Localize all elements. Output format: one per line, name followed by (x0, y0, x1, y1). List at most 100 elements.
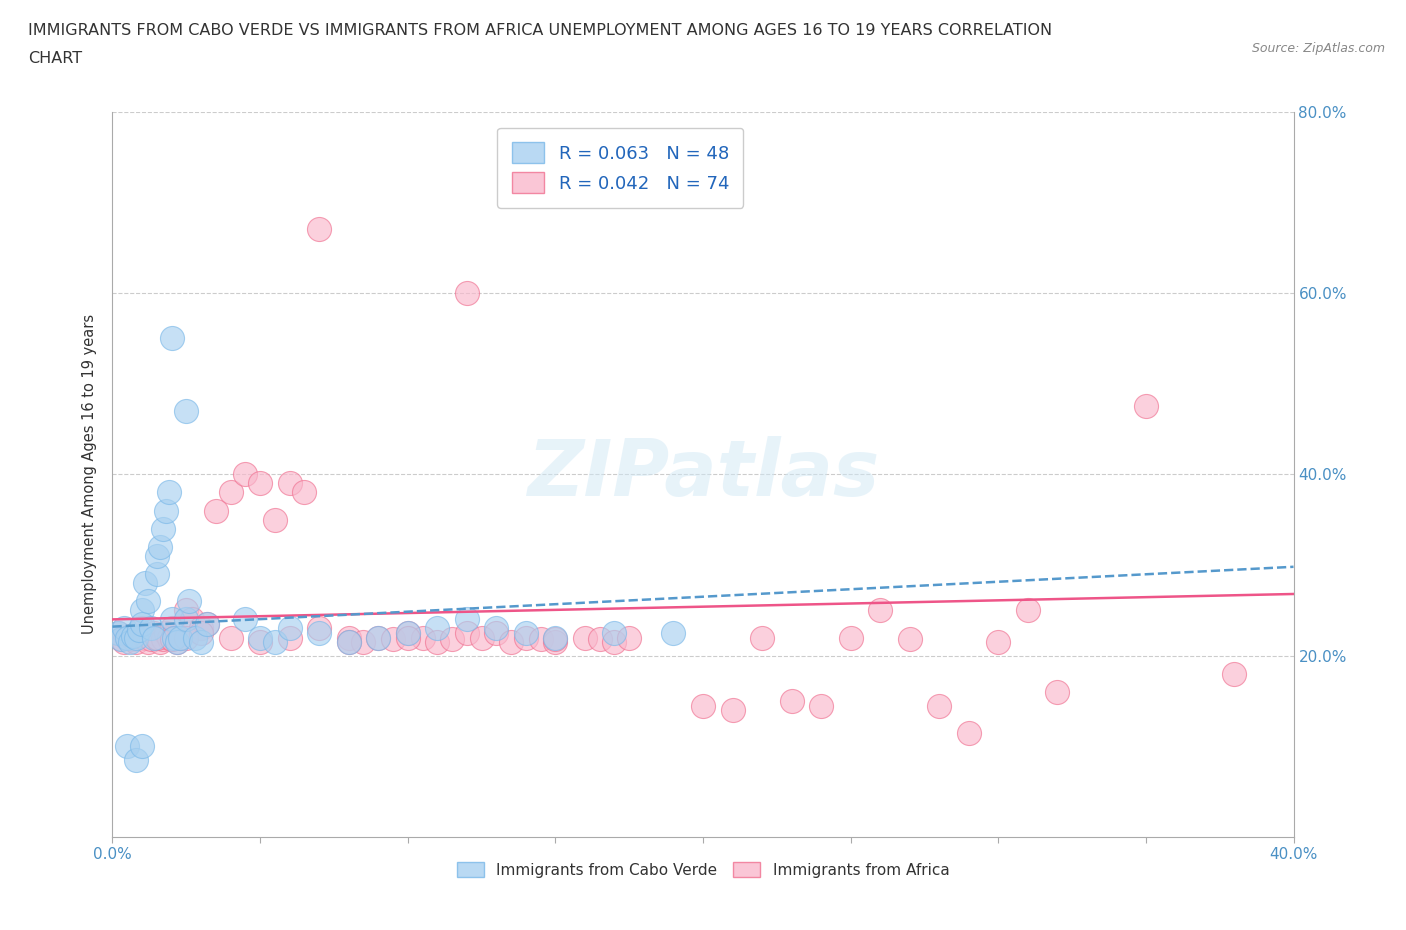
Point (152, 631, 174, 646)
Point (485, 626, 508, 641)
Point (205, 503, 228, 518)
Point (1046, 684, 1069, 699)
Point (122, 629, 145, 644)
Point (308, 222, 330, 237)
Point (142, 631, 165, 645)
Point (160, 631, 183, 646)
Point (146, 566, 169, 581)
Point (131, 603, 153, 618)
Point (160, 331, 183, 346)
Point (190, 626, 212, 641)
Point (456, 626, 478, 641)
Point (308, 626, 330, 641)
Point (292, 485, 315, 500)
Point (692, 698, 714, 713)
Point (139, 621, 162, 636)
Point (117, 631, 138, 645)
Point (128, 623, 150, 638)
Point (107, 626, 129, 641)
Text: IMMIGRANTS FROM CABO VERDE VS IMMIGRANTS FROM AFRICA UNEMPLOYMENT AMONG AGES 16 : IMMIGRANTS FROM CABO VERDE VS IMMIGRANTS… (28, 23, 1052, 38)
Point (1017, 603, 1039, 618)
Point (157, 485, 180, 500)
Point (149, 634, 172, 649)
Point (603, 634, 626, 649)
Point (136, 594, 159, 609)
Point (219, 631, 242, 645)
Point (337, 634, 360, 649)
Point (169, 631, 191, 645)
Point (337, 631, 360, 645)
Point (174, 631, 197, 645)
Point (120, 629, 142, 644)
Point (146, 631, 169, 645)
Point (928, 698, 950, 713)
Point (396, 626, 419, 641)
Legend: Immigrants from Cabo Verde, Immigrants from Africa: Immigrants from Cabo Verde, Immigrants f… (450, 856, 956, 884)
Point (515, 626, 537, 641)
Point (544, 631, 567, 645)
Point (120, 634, 142, 649)
Point (898, 631, 921, 646)
Point (485, 621, 508, 636)
Y-axis label: Unemployment Among Ages 16 to 19 years: Unemployment Among Ages 16 to 19 years (82, 314, 97, 634)
Point (233, 612, 256, 627)
Point (529, 631, 551, 646)
Point (190, 634, 212, 649)
Point (780, 694, 803, 709)
Point (112, 634, 135, 649)
Point (456, 612, 478, 627)
Point (278, 476, 301, 491)
Point (411, 631, 433, 645)
Point (110, 631, 132, 646)
Point (869, 603, 891, 618)
Point (128, 629, 150, 644)
Point (441, 631, 464, 646)
Point (264, 634, 287, 649)
Point (426, 634, 449, 649)
Point (249, 631, 271, 645)
Point (426, 621, 449, 636)
Point (249, 476, 271, 491)
Point (1135, 399, 1157, 414)
Point (574, 631, 596, 645)
Text: Source: ZipAtlas.com: Source: ZipAtlas.com (1251, 42, 1385, 55)
Point (219, 485, 242, 500)
Point (139, 631, 162, 646)
Point (122, 631, 145, 646)
Point (662, 626, 685, 641)
Point (169, 631, 191, 645)
Point (190, 621, 212, 636)
Point (181, 612, 204, 627)
Text: CHART: CHART (28, 51, 82, 66)
Point (136, 634, 159, 649)
Point (396, 626, 419, 641)
Point (352, 634, 374, 649)
Point (619, 631, 641, 645)
Point (166, 634, 188, 649)
Point (163, 631, 186, 645)
Point (112, 621, 135, 636)
Point (155, 626, 177, 641)
Point (146, 549, 169, 564)
Point (367, 631, 389, 645)
Point (233, 467, 256, 482)
Point (1223, 667, 1246, 682)
Point (146, 631, 169, 645)
Point (174, 404, 197, 418)
Point (195, 617, 218, 631)
Point (515, 631, 537, 645)
Point (134, 631, 156, 645)
Point (157, 631, 180, 645)
Point (117, 631, 138, 645)
Point (249, 634, 271, 649)
Point (179, 594, 201, 609)
Point (278, 631, 301, 645)
Point (125, 634, 148, 649)
Point (125, 752, 148, 767)
Point (456, 286, 478, 300)
Point (278, 621, 301, 636)
Point (396, 631, 419, 645)
Point (367, 631, 389, 645)
Point (751, 631, 773, 645)
Point (152, 521, 174, 536)
